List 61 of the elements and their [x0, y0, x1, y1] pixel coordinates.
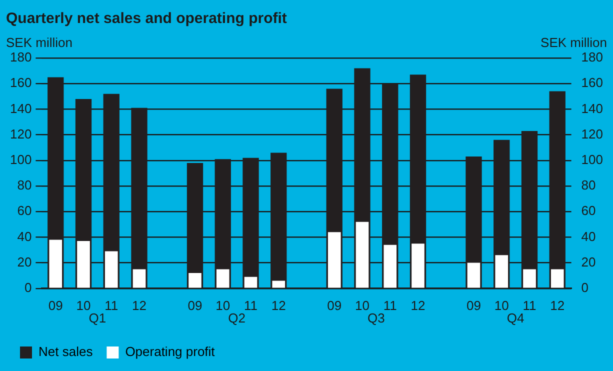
- bar: [384, 244, 397, 288]
- bar: [77, 241, 90, 288]
- bar: [467, 262, 480, 288]
- y-tick-label: 180: [10, 50, 32, 65]
- x-tick-label: 11: [383, 298, 397, 313]
- legend-label: Operating profit: [125, 344, 216, 360]
- y-tick-label: 40: [17, 228, 32, 244]
- bar: [244, 276, 258, 288]
- y2-axis-title: SEK million: [540, 35, 607, 50]
- y2-tick-label: 100: [581, 152, 604, 167]
- y2-tick-label: 80: [581, 178, 596, 193]
- y2-tick-label: 120: [581, 126, 604, 142]
- x-tick-label: 10: [76, 298, 91, 313]
- y-axis-title: SEK million: [6, 35, 72, 50]
- y-tick-label: 80: [17, 178, 32, 193]
- text: Q2: [228, 310, 246, 326]
- y2-tick-label: 20: [581, 254, 596, 270]
- y2-tick-label: 160: [581, 75, 604, 90]
- y2-tick-label: 60: [581, 203, 596, 218]
- x-tick-label: 11: [104, 298, 118, 313]
- x-tick-label: 10: [216, 298, 230, 313]
- x-tick-label: 09: [466, 298, 481, 313]
- y-tick-label: 20: [17, 254, 32, 270]
- y-tick-label: 100: [10, 152, 32, 167]
- bar: [356, 222, 369, 288]
- y2-tick-label: 140: [581, 100, 604, 116]
- x-tick-label: 09: [188, 298, 202, 313]
- bar: [550, 269, 564, 288]
- text: Q1: [88, 310, 106, 326]
- x-tick-label: 09: [48, 298, 63, 313]
- x-tick-label: 11: [522, 298, 536, 313]
- y-tick-label: 140: [10, 100, 32, 116]
- x-tick-label: 12: [271, 298, 286, 313]
- x-tick-label: 10: [494, 298, 509, 313]
- bar: [412, 244, 424, 288]
- y2-tick-label: 40: [581, 228, 596, 244]
- bar: [216, 269, 230, 288]
- x-tick-label: 11: [244, 298, 258, 313]
- y-tick-label: 0: [24, 280, 32, 295]
- text: Q4: [506, 310, 524, 326]
- bar: [104, 251, 118, 288]
- legend-label: Net sales: [38, 344, 94, 360]
- bar: [132, 269, 146, 288]
- y2-tick-label: 180: [581, 50, 604, 65]
- bar: [49, 240, 62, 288]
- text: Q3: [368, 310, 385, 326]
- x-tick-label: 12: [132, 298, 146, 313]
- y2-tick-label: 0: [581, 280, 589, 295]
- y-tick-label: 120: [10, 126, 32, 142]
- x-tick-label: 12: [410, 298, 426, 313]
- chart-title: Quarterly net sales and operating profit: [6, 10, 287, 28]
- bar: [328, 232, 341, 288]
- bar: [272, 280, 286, 288]
- x-tick-label: 12: [550, 298, 565, 313]
- bar: [188, 273, 202, 288]
- x-tick-label: 09: [327, 298, 342, 313]
- bar: [495, 255, 508, 288]
- y-tick-label: 60: [17, 203, 32, 218]
- x-tick-label: 10: [355, 298, 370, 313]
- bar: [523, 269, 536, 288]
- y-tick-label: 160: [10, 75, 32, 90]
